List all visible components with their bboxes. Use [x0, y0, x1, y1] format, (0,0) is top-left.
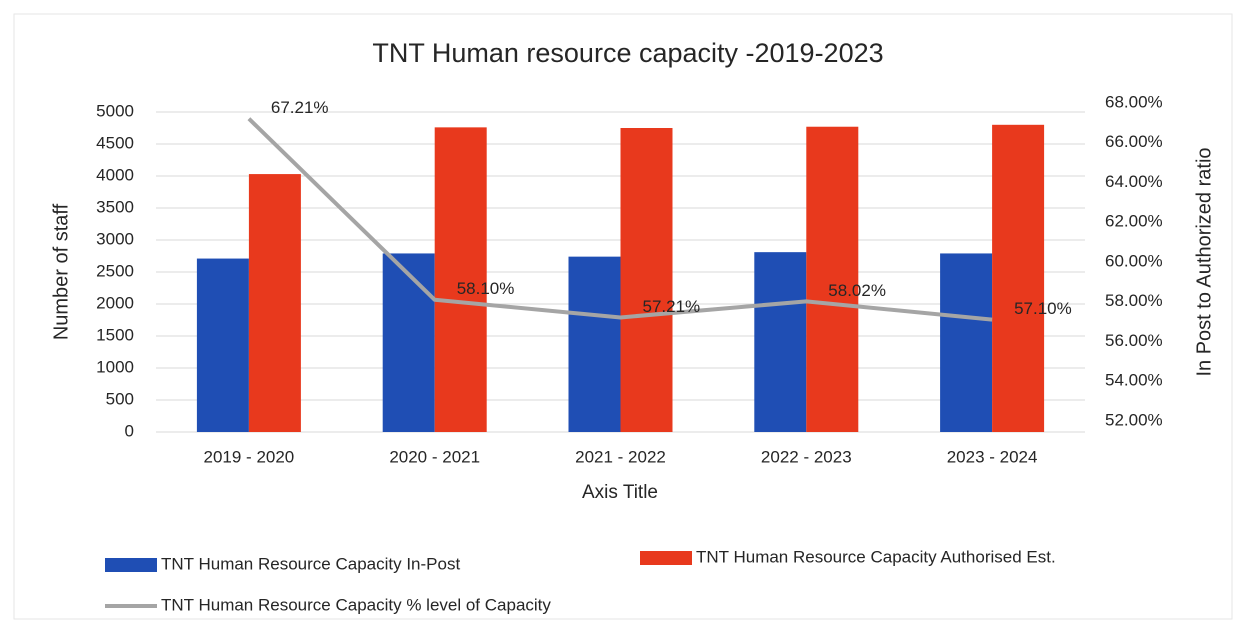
- x-tick-label: 2022 - 2023: [761, 447, 852, 466]
- y-tick-label: 1500: [96, 325, 134, 344]
- x-tick-label: 2021 - 2022: [575, 447, 666, 466]
- x-tick-label: 2019 - 2020: [204, 447, 295, 466]
- y-tick-label: 2500: [96, 261, 134, 280]
- y-tick-label: 5000: [96, 101, 134, 120]
- legend-swatch: [640, 551, 692, 565]
- y-tick-label: 0: [125, 421, 134, 440]
- bar: [940, 253, 993, 432]
- data-label: 67.21%: [271, 98, 329, 117]
- bar: [806, 126, 859, 432]
- data-label: 57.21%: [643, 297, 701, 316]
- y2-tick-label: 68.00%: [1105, 92, 1163, 111]
- y2-tick-label: 56.00%: [1105, 331, 1163, 350]
- y2-tick-label: 54.00%: [1105, 371, 1163, 390]
- x-axis-title: Axis Title: [582, 482, 658, 503]
- bar: [620, 128, 673, 432]
- bar: [568, 256, 621, 432]
- y-tick-label: 4000: [96, 165, 134, 184]
- data-label: 57.10%: [1014, 299, 1072, 318]
- x-tick-label: 2020 - 2021: [389, 447, 480, 466]
- y2-tick-label: 60.00%: [1105, 251, 1163, 270]
- y2-tick-label: 52.00%: [1105, 410, 1163, 429]
- y-tick-label: 4500: [96, 133, 134, 152]
- y-tick-label: 3000: [96, 229, 134, 248]
- y2-tick-label: 58.00%: [1105, 291, 1163, 310]
- legend-label: TNT Human Resource Capacity Authorised E…: [696, 547, 1056, 566]
- x-tick-label: 2023 - 2024: [947, 447, 1038, 466]
- bar: [248, 174, 301, 432]
- y-tick-label: 500: [106, 389, 134, 408]
- data-label: 58.02%: [828, 281, 886, 300]
- chart-title: TNT Human resource capacity -2019-2023: [372, 38, 883, 68]
- y-tick-label: 3500: [96, 197, 134, 216]
- legend-swatch: [105, 558, 157, 572]
- bar: [434, 127, 487, 433]
- data-label: 58.10%: [457, 279, 515, 298]
- chart-border: [13, 13, 1233, 620]
- legend-label: TNT Human Resource Capacity % level of C…: [161, 595, 551, 614]
- y-tick-label: 2000: [96, 293, 134, 312]
- line: [247, 117, 993, 322]
- y-axis-title: Number of staff: [50, 203, 72, 340]
- y2-tick-label: 62.00%: [1105, 212, 1163, 231]
- bar: [992, 124, 1045, 433]
- y2-tick-label: 66.00%: [1105, 132, 1163, 151]
- bar: [382, 253, 435, 432]
- legend-label: TNT Human Resource Capacity In-Post: [161, 554, 460, 573]
- bar: [196, 258, 249, 432]
- y2-axis-title: In Post to Authorized ratio: [1193, 147, 1215, 376]
- bar: [754, 252, 807, 432]
- y-tick-label: 1000: [96, 357, 134, 376]
- y2-tick-label: 64.00%: [1105, 172, 1163, 191]
